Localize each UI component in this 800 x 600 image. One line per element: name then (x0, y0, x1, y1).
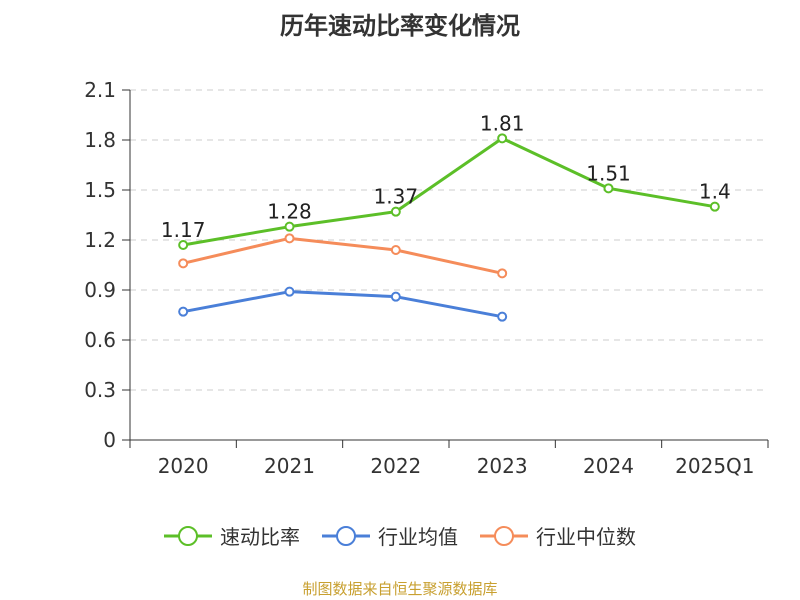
y-tick-label: 2.1 (84, 78, 116, 102)
data-point (390, 206, 401, 217)
data-point (284, 286, 295, 297)
data-point (178, 240, 189, 250)
y-tick-label: 0.9 (84, 278, 116, 302)
data-point (709, 201, 720, 212)
series-line (182, 136, 716, 247)
data-point (390, 245, 401, 255)
data-point (497, 133, 508, 144)
data-point (497, 268, 508, 279)
x-tick-label: 2020 (158, 454, 209, 478)
x-tick-label: 2022 (370, 454, 421, 478)
y-tick-label: 1.8 (84, 128, 116, 152)
chart-title: 历年速动比率变化情况 (280, 12, 520, 40)
x-tick-label: 2021 (264, 454, 315, 478)
legend: 速动比率 行业均值 行业中位数 (0, 521, 800, 550)
legend-swatch-icon (164, 525, 212, 546)
series-lines (178, 133, 720, 322)
y-tick-label: 1.2 (84, 228, 116, 252)
legend-swatch-icon (480, 525, 528, 546)
axes: 0 0.3 0.6 0.9 1.2 1.5 1.8 2.1 2020 2021 2022 2023 20… (84, 78, 769, 478)
y-tick-label: 0.3 (84, 378, 116, 402)
legend-label: 行业中位数 (536, 525, 636, 549)
legend-item[interactable]: 行业中位数 (480, 521, 636, 550)
series-line (182, 236, 503, 275)
data-label: 1.37 (374, 185, 419, 209)
series-line (182, 290, 503, 319)
grid-lines (130, 89, 768, 391)
data-label: 1.4 (699, 180, 731, 204)
data-labels: 1.17 1.28 1.37 1.81 1.51 1.4 (161, 111, 731, 242)
x-tick-label: 2023 (477, 454, 528, 478)
y-tick-label: 0.6 (84, 328, 116, 352)
x-tick-label: 2024 (583, 454, 634, 478)
data-point (603, 183, 614, 194)
data-point (178, 306, 189, 317)
legend-label: 行业均值 (378, 525, 458, 549)
data-point (390, 291, 401, 302)
data-label: 1.28 (267, 200, 312, 224)
legend-item[interactable]: 行业均值 (322, 521, 458, 550)
legend-swatch-icon (322, 525, 370, 546)
legend-label: 速动比率 (220, 525, 300, 549)
source-note: 制图数据来自恒生聚源数据库 (302, 580, 498, 598)
data-label: 1.81 (480, 111, 525, 135)
y-tick-label: 1.5 (84, 178, 116, 202)
legend-item[interactable]: 速动比率 (164, 521, 300, 550)
data-point (497, 311, 508, 322)
data-label: 1.17 (161, 218, 206, 242)
x-tick-label: 2025Q1 (675, 454, 754, 478)
data-point (284, 233, 295, 244)
y-tick-label: 0 (103, 428, 116, 452)
data-point (284, 221, 295, 232)
data-label: 1.51 (586, 161, 631, 185)
data-point (178, 258, 189, 269)
